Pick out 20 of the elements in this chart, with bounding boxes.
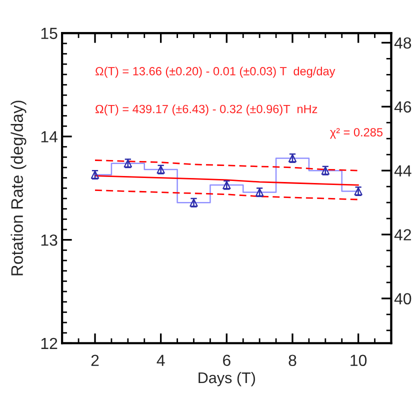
- annotation: Ω(T) = 13.66 (±0.20) - 0.01 (±0.03) T deg/day: [96, 66, 336, 78]
- y-axis-title: Rotation Rate (deg/day): [10, 100, 26, 276]
- x-tick-label: 4: [156, 354, 165, 366]
- x-tick-label: 10: [350, 354, 367, 366]
- y2-tick-label: 48: [394, 37, 412, 49]
- y-tick-label: 14: [41, 131, 58, 142]
- y-tick-label: 13: [41, 234, 58, 246]
- annotation: χ² = 0.285: [330, 128, 383, 139]
- x-tick-label: 6: [223, 354, 230, 366]
- x-tick-label: 8: [288, 354, 296, 366]
- y-tick-label: 15: [41, 28, 58, 40]
- y2-tick-label: 44: [394, 165, 412, 176]
- annotation: Ω(T) = 439.17 (±6.43) - 0.32 (±0.96)T nHz: [96, 104, 318, 116]
- y2-tick-label: 42: [394, 229, 411, 240]
- y2-tick-label: 46: [394, 101, 412, 113]
- x-tick-label: 2: [91, 354, 99, 366]
- y-tick-label: 12: [41, 338, 58, 349]
- line-series: [94, 190, 360, 200]
- y2-tick-label: 40: [394, 293, 412, 304]
- x-axis-title: Days (T): [198, 372, 255, 386]
